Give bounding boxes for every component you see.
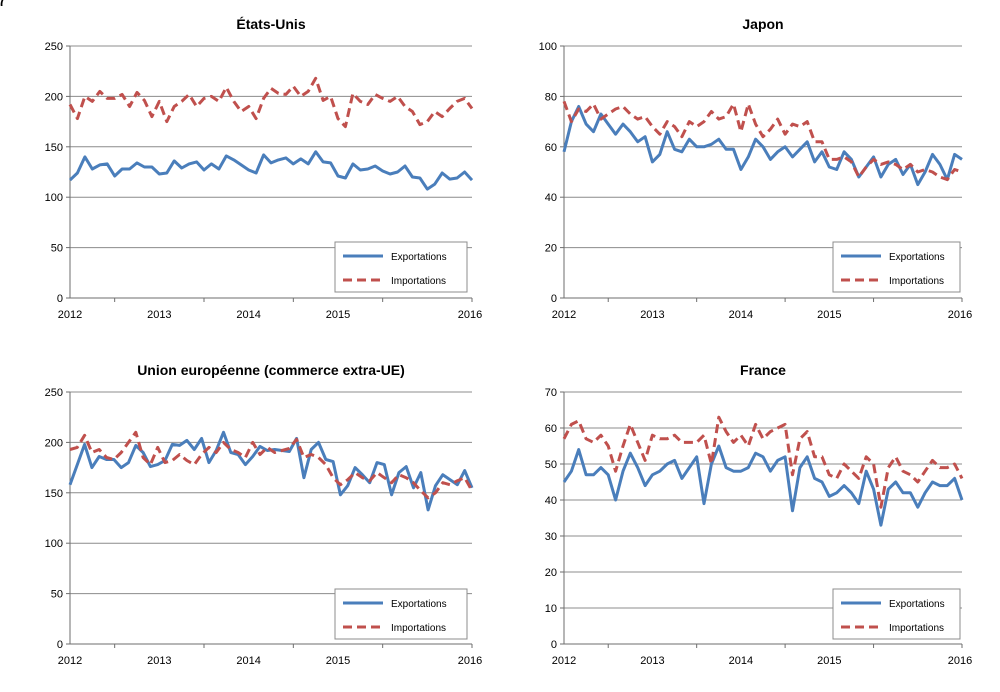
chart-france: France 0 10 20 30 40 50 60 70 2012 2013 2014 2015 201… (500, 346, 1000, 692)
chart-svg-european-union: Union européenne (commerce extra-UE) 0 50 1… (45, 362, 483, 667)
y-tick-label: 10 (545, 603, 557, 615)
x-tick-label: 2015 (817, 655, 841, 667)
chart-united-states: États-Unis 0 50 100 150 200 250 2012 2013 2014 201… (0, 0, 500, 340)
x-tick-label: 2014 (236, 309, 260, 321)
x-tick-label: 2013 (640, 655, 664, 667)
y-tick-label: 60 (545, 142, 557, 154)
series-line-importations (68, 76, 474, 129)
x-tick-label: 2012 (58, 655, 82, 667)
y-tick-label: 100 (45, 192, 63, 204)
x-tick-label: 2012 (58, 309, 82, 321)
x-tick-label: 2013 (147, 655, 171, 667)
series-line-importations (69, 430, 474, 500)
x-tick-label: 2016 (458, 309, 482, 321)
legend-label-importations: Importations (889, 276, 944, 287)
series-line-exportations (68, 430, 474, 512)
legend: Exportations Importations (334, 241, 468, 293)
legend-label-exportations: Exportations (391, 599, 447, 610)
series-line-importations (562, 100, 963, 182)
y-tick-label: 150 (45, 488, 63, 500)
legend-box (334, 588, 468, 640)
y-tick-label: 0 (551, 293, 557, 305)
chart-title: Union européenne (commerce extra-UE) (137, 362, 405, 378)
legend-box (334, 241, 468, 293)
x-tick-label: 2014 (729, 655, 753, 667)
series-line-exportations (562, 105, 963, 187)
y-tick-label: 0 (57, 293, 63, 305)
legend: Exportations Importations (334, 588, 468, 640)
legend: Exportations Importations (832, 588, 961, 640)
y-tick-label: 200 (45, 91, 63, 103)
legend-box (832, 588, 961, 640)
x-tick-label: 2016 (948, 655, 972, 667)
x-tick-label: 2014 (236, 655, 260, 667)
legend-label-importations: Importations (391, 276, 446, 287)
page-header-fragment: ( (0, 0, 4, 6)
y-tick-label: 40 (545, 495, 557, 507)
y-tick-label: 200 (45, 437, 63, 449)
y-tick-label: 250 (45, 387, 63, 399)
y-tick-label: 20 (545, 243, 557, 255)
x-tick-label: 2015 (326, 655, 350, 667)
legend-box (832, 241, 961, 293)
legend-label-exportations: Exportations (889, 252, 945, 263)
chart-svg-france: France 0 10 20 30 40 50 60 70 2012 2013 2014 2015 201… (545, 362, 972, 667)
x-tick-label: 2014 (729, 309, 753, 321)
chart-svg-united-states: États-Unis 0 50 100 150 200 250 2012 2013 2014 201… (45, 16, 483, 321)
y-tick-label: 50 (51, 589, 63, 601)
x-tick-label: 2015 (817, 309, 841, 321)
chart-title: États-Unis (236, 16, 305, 32)
series-line-exportations (68, 150, 474, 191)
chart-european-union: Union européenne (commerce extra-UE) 0 50 1… (0, 346, 500, 692)
chart-svg-japan: Japon 0 20 40 60 80 100 2012 2013 2014 2015 2016 Exp… (539, 16, 973, 321)
legend: Exportations Importations (832, 241, 961, 293)
x-tick-label: 2013 (640, 309, 664, 321)
y-tick-label: 150 (45, 142, 63, 154)
x-tick-label: 2013 (147, 309, 171, 321)
series-line-exportations (562, 444, 964, 527)
chart-japan: Japon 0 20 40 60 80 100 2012 2013 2014 2015 2016 Exp… (500, 0, 1000, 340)
legend-label-exportations: Exportations (889, 599, 945, 610)
x-tick-label: 2012 (552, 309, 576, 321)
x-tick-label: 2012 (552, 655, 576, 667)
legend-label-importations: Importations (391, 623, 446, 634)
y-tick-label: 40 (545, 192, 557, 204)
y-tick-label: 100 (45, 538, 63, 550)
x-tick-label: 2016 (948, 309, 972, 321)
y-tick-label: 70 (545, 387, 557, 399)
y-tick-label: 250 (45, 41, 63, 53)
y-tick-label: 30 (545, 531, 557, 543)
y-tick-label: 50 (51, 243, 63, 255)
y-tick-label: 60 (545, 423, 557, 435)
y-tick-label: 50 (545, 459, 557, 471)
chart-title: France (740, 362, 786, 378)
y-tick-label: 80 (545, 91, 557, 103)
y-tick-label: 100 (539, 41, 557, 53)
x-tick-label: 2015 (326, 309, 350, 321)
chart-title: Japon (742, 16, 783, 32)
y-tick-label: 20 (545, 567, 557, 579)
x-tick-label: 2016 (458, 655, 482, 667)
legend-label-exportations: Exportations (391, 252, 447, 263)
y-tick-label: 0 (551, 639, 557, 651)
y-tick-label: 0 (57, 639, 63, 651)
legend-label-importations: Importations (889, 623, 944, 634)
